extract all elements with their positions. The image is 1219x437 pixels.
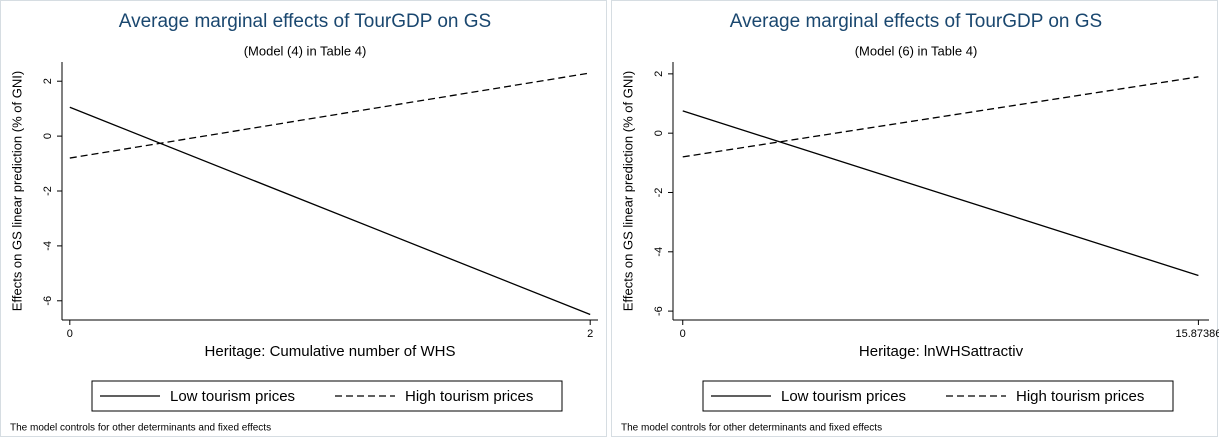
panel-border (0, 0, 607, 437)
chart-title: Average marginal effects of TourGDP on G… (119, 11, 491, 32)
x-tick-label: 0 (680, 328, 686, 340)
y-tick-label: -6 (42, 296, 54, 306)
y-tick-label: -2 (42, 186, 54, 196)
legend-label: High tourism prices (405, 388, 533, 405)
y-tick-label: -4 (653, 247, 665, 257)
chart-subtitle: (Model (4) in Table 4) (244, 43, 367, 58)
y-tick-label: 2 (653, 71, 665, 77)
x-tick-label: 2 (587, 328, 593, 340)
legend-label: Low tourism prices (781, 388, 906, 405)
legend-box (91, 380, 563, 412)
legend-label: High tourism prices (1016, 388, 1144, 405)
y-tick-label: -6 (653, 306, 665, 316)
panel-border (611, 0, 1218, 437)
chart-subtitle: (Model (6) in Table 4) (855, 43, 978, 58)
y-tick-label: -2 (653, 188, 665, 198)
chart-note: The model controls for other determinant… (621, 423, 882, 434)
chart-panel: Average marginal effects of TourGDP on G… (611, 0, 1219, 437)
y-tick-label: 0 (42, 133, 54, 139)
x-axis-label: Heritage: Cumulative number of WHS (205, 343, 456, 360)
y-tick-label: 2 (42, 78, 54, 84)
legend-label: Low tourism prices (170, 388, 295, 405)
chart-title: Average marginal effects of TourGDP on G… (730, 11, 1102, 32)
series-line (682, 110, 1199, 277)
y-axis-label: Effects on GS linear prediction (% of GN… (9, 71, 24, 311)
x-axis-label: Heritage: lnWHSattractiv (859, 343, 1024, 360)
y-tick-label: 0 (653, 130, 665, 136)
chart-note: The model controls for other determinant… (10, 423, 271, 434)
chart-panel: Average marginal effects of TourGDP on G… (0, 0, 607, 437)
legend-box (702, 380, 1174, 412)
x-tick-label: 15.87386 (1175, 328, 1219, 340)
y-axis-label: Effects on GS linear prediction (% of GN… (620, 71, 635, 311)
x-tick-label: 0 (67, 328, 73, 340)
series-line (682, 76, 1199, 158)
y-tick-label: -4 (42, 241, 54, 251)
series-line (69, 106, 591, 316)
